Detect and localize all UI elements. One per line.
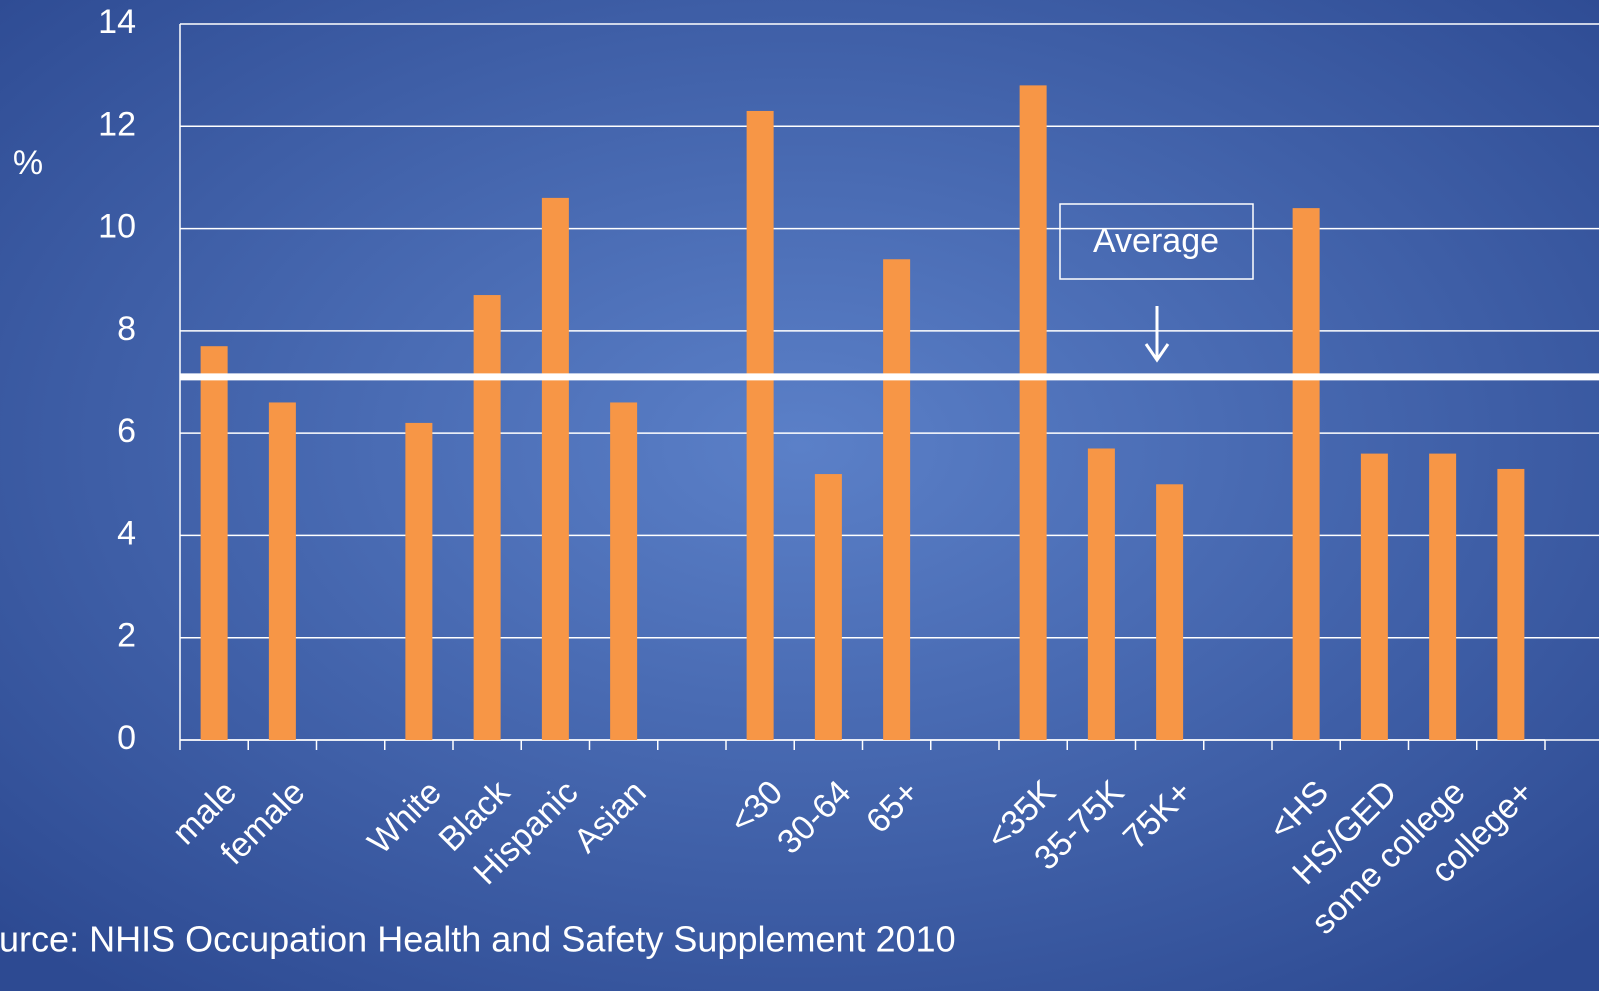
y-axis-label: %: [13, 144, 43, 182]
y-tick-label: 12: [98, 105, 136, 143]
bar: [1292, 208, 1320, 741]
bar: [1087, 448, 1115, 740]
bar: [1156, 484, 1184, 740]
bar: [541, 197, 569, 740]
y-tick-label: 14: [98, 3, 136, 41]
bar: [814, 474, 842, 740]
bar: [883, 259, 911, 740]
bar: [1429, 453, 1457, 740]
y-tick-label: 10: [98, 208, 136, 246]
bar: [473, 295, 501, 740]
bar: [268, 402, 296, 740]
y-tick-label: 0: [117, 719, 136, 757]
bar: [610, 402, 638, 740]
bar: [405, 422, 433, 740]
bar: [1497, 468, 1525, 740]
bar: [1360, 453, 1388, 740]
y-tick-label: 2: [117, 617, 136, 655]
y-tick-label: 4: [117, 514, 136, 552]
bar: [1019, 85, 1047, 740]
annotation: Average: [1093, 222, 1219, 260]
y-tick-label: 6: [117, 412, 136, 450]
y-tick-label: 8: [117, 310, 136, 348]
bar: [200, 346, 228, 740]
bar: [746, 110, 774, 740]
source-note: Source: NHIS Occupation Health and Safet…: [0, 919, 956, 960]
arrow-head: [1144, 343, 1170, 363]
annotation-box: [1059, 203, 1254, 280]
